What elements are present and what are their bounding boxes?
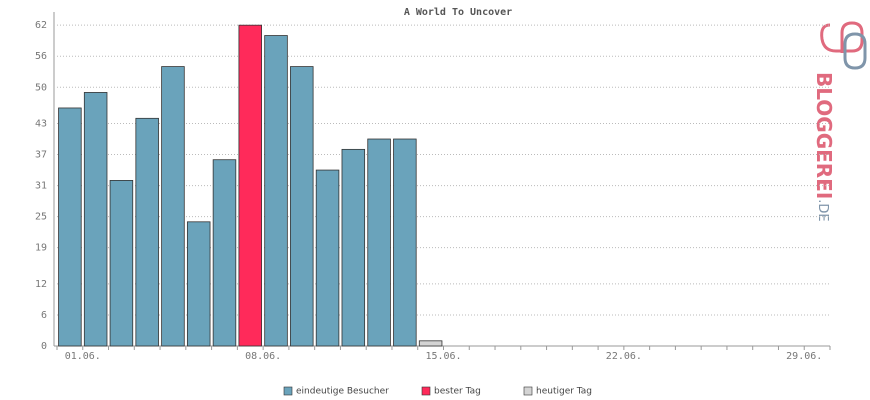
y-tick-label: 43 [35, 118, 47, 129]
legend-label: bester Tag [434, 387, 481, 397]
bar [135, 117, 159, 347]
bar [393, 138, 417, 347]
legend-label: heutiger Tag [536, 387, 592, 397]
bar [238, 24, 262, 347]
y-tick-label: 56 [35, 51, 47, 62]
bar [315, 169, 340, 347]
bar [212, 159, 237, 347]
y-tick-label: 0 [41, 341, 47, 352]
x-tick-label: 29.06. [786, 351, 822, 362]
y-tick-label: 19 [35, 243, 47, 254]
x-tick-label: 22.06. [606, 351, 642, 362]
bar [367, 138, 391, 347]
x-tick-label: 08.06. [245, 351, 281, 362]
bar [109, 180, 134, 347]
y-tick-label: 62 [35, 20, 47, 31]
bar [83, 92, 108, 347]
bar [58, 107, 82, 347]
bar [186, 221, 211, 347]
x-tick-label: 01.06. [65, 351, 101, 362]
logo-suffix: .DE [816, 199, 831, 221]
y-tick-label: 31 [35, 181, 47, 192]
bar [161, 66, 185, 347]
y-tick-label: 12 [35, 279, 47, 290]
logo: BLOGGEREI.DE [813, 21, 867, 222]
legend-swatch [523, 386, 533, 396]
y-tick-label: 50 [35, 82, 47, 93]
logo-text: BLOGGEREI.DE [813, 72, 837, 222]
legend-swatch [421, 386, 431, 396]
bar [264, 35, 288, 347]
legend-label: eindeutige Besucher [296, 387, 389, 397]
y-tick-label: 25 [35, 212, 47, 223]
bar [341, 148, 366, 347]
x-tick-label: 15.06. [425, 351, 461, 362]
bar [290, 66, 314, 347]
bar [418, 340, 443, 347]
logo-icon [843, 32, 867, 70]
y-tick-label: 6 [41, 310, 47, 321]
logo-word: BLOGGEREI [813, 72, 837, 199]
logo-icon [820, 21, 864, 53]
chart-title: A World To Uncover [404, 7, 512, 18]
legend-swatch [283, 386, 293, 396]
y-tick-label: 37 [35, 150, 47, 161]
